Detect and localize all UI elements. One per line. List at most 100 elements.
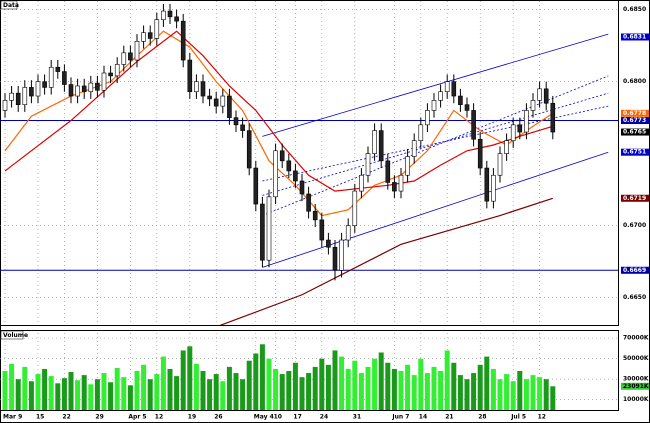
volume-bar: [550, 386, 556, 410]
volume-tick-label: 10000K: [623, 396, 649, 403]
candle-body: [378, 130, 384, 162]
candle-body: [286, 160, 292, 172]
candle-body: [405, 156, 410, 176]
volume-bar: [266, 358, 272, 410]
candle-body: [128, 52, 133, 61]
volume-bar: [160, 356, 166, 410]
candle-body: [2, 100, 8, 111]
volume-bar: [246, 360, 252, 410]
volume-bar: [471, 373, 477, 410]
price-marker-label: 0.6751: [623, 149, 646, 156]
volume-bar: [411, 375, 417, 410]
candle-body: [306, 193, 311, 212]
volume-bar: [286, 370, 292, 410]
candle-body: [141, 32, 146, 42]
volume-bar: [299, 377, 305, 410]
candle-body: [273, 150, 278, 198]
price-marker-box: [621, 194, 649, 202]
volume-bar: [253, 353, 259, 410]
volume-bar: [490, 368, 496, 410]
candle-body: [411, 140, 417, 157]
volume-marker-label: 23091K: [623, 383, 649, 390]
candle-body: [504, 140, 509, 154]
volume-bar: [101, 373, 107, 410]
volume-bar: [75, 380, 81, 410]
volume-bar: [15, 379, 21, 410]
x-tick-label: 15: [36, 414, 44, 421]
volume-bar: [28, 381, 34, 410]
volume-bar: [424, 373, 430, 410]
volume-bar: [48, 376, 54, 410]
volume-bar: [372, 358, 378, 410]
candle-body: [385, 160, 391, 183]
candle-body: [48, 66, 54, 88]
x-tick-label: Jun 7: [391, 414, 409, 421]
x-tick-label: Jul 5: [510, 414, 526, 421]
candle-body: [15, 92, 21, 105]
volume-bar: [497, 379, 503, 410]
trendline: [262, 151, 609, 268]
volume-bar: [174, 376, 180, 410]
x-tick-label: 10: [274, 414, 282, 421]
candle-body: [359, 174, 364, 192]
volume-bar: [193, 363, 199, 410]
candle-body: [207, 95, 212, 100]
x-tick-label: 28: [478, 414, 486, 421]
candle-body: [464, 104, 470, 111]
volume-bar: [200, 370, 206, 410]
volume-bar: [319, 358, 325, 410]
candle-body: [55, 66, 61, 72]
candle-body: [108, 72, 113, 77]
volume-bar: [220, 381, 226, 410]
volume-bar: [61, 378, 67, 410]
x-tick-label: 24: [320, 414, 328, 421]
volume-bar: [451, 362, 457, 410]
candle-body: [497, 153, 503, 176]
volume-bar: [325, 364, 331, 410]
candle-body: [62, 71, 67, 85]
candle-body: [200, 81, 206, 97]
candle-body: [312, 210, 318, 221]
price-panel: [0, 0, 619, 326]
volume-bar: [292, 362, 298, 410]
x-tick-label: 26: [214, 414, 222, 421]
x-tick-label: 31: [353, 414, 361, 421]
volume-bar: [398, 370, 404, 410]
volume-bar: [431, 366, 437, 410]
x-tick-label: 29: [95, 414, 103, 421]
candle-body: [68, 84, 74, 97]
candle-body: [22, 87, 28, 105]
volume-title-box: [0, 330, 24, 340]
volume-bar: [444, 350, 450, 410]
volume-bar: [240, 379, 246, 410]
candle-body: [458, 95, 463, 105]
volume-bar: [55, 383, 61, 410]
moving-average: [219, 197, 553, 325]
volume-bar: [167, 368, 173, 410]
volume-bar: [537, 377, 543, 410]
candle-body: [352, 190, 358, 226]
candle-body: [42, 81, 47, 88]
volume-bar: [226, 366, 232, 410]
volume-bar: [180, 350, 186, 410]
candle-body: [227, 95, 232, 118]
candle-body: [293, 170, 298, 182]
candle-body: [121, 52, 127, 65]
price-marker-label: 0.6831: [623, 34, 646, 41]
candle-body: [524, 110, 529, 133]
candle-body: [75, 85, 80, 97]
price-marker-label: 0.6765: [623, 129, 646, 136]
volume-bar: [352, 360, 358, 410]
x-tick-label: 12: [538, 414, 546, 421]
volume-bar: [213, 374, 219, 410]
candle-body: [101, 72, 107, 91]
candle-body: [253, 167, 259, 205]
volume-bar: [418, 358, 424, 410]
candle-body: [444, 81, 450, 93]
candle-body: [530, 100, 536, 111]
candle-body: [161, 10, 166, 21]
candle-body: [88, 82, 94, 93]
candle-body: [81, 85, 87, 93]
volume-bar: [510, 381, 516, 410]
